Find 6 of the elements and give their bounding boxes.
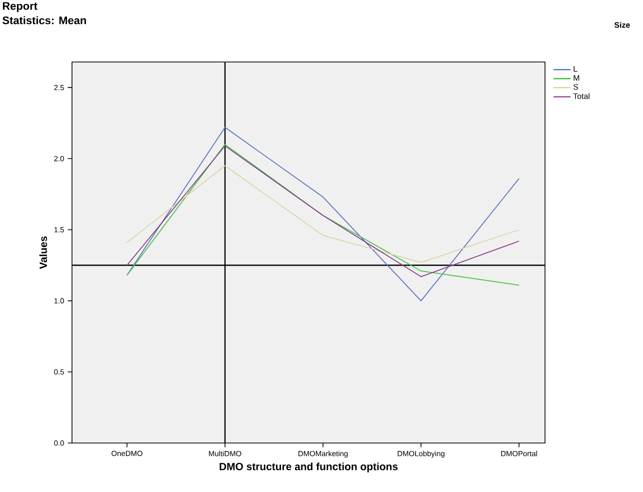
- chart-subtitle: Statistics: Mean: [2, 16, 86, 24]
- line-series: [126, 165, 520, 263]
- chart-title: Report: [2, 2, 38, 12]
- line-series: [126, 126, 520, 302]
- x-axis-title: DMO structure and function options: [220, 462, 398, 472]
- y-axis-title: Values: [39, 236, 48, 269]
